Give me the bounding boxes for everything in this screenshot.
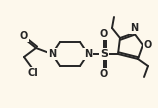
Text: O: O — [144, 40, 152, 50]
Text: N: N — [84, 49, 92, 59]
Text: N: N — [130, 23, 138, 33]
Text: N: N — [48, 49, 56, 59]
Text: Cl: Cl — [28, 68, 38, 78]
Text: O: O — [100, 29, 108, 39]
Text: O: O — [20, 31, 28, 41]
Text: S: S — [100, 49, 108, 59]
Text: O: O — [100, 69, 108, 79]
